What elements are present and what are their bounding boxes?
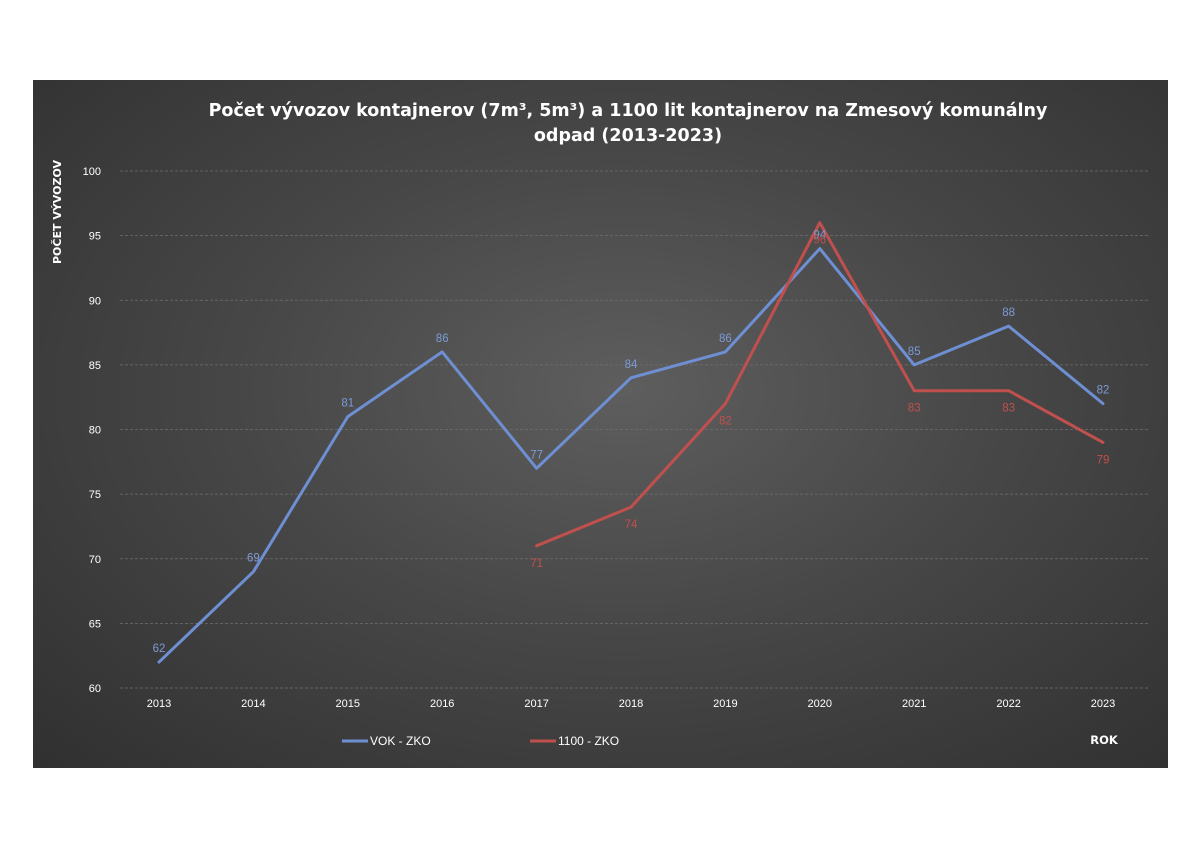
x-axis-ticks: 2013 2014 2015 2016 2017 2018 2019 2020 2021 2022…: [147, 698, 1115, 710]
y-tick-label: 75: [89, 489, 101, 501]
legend-label-1100: 1100 - ZKO: [558, 734, 619, 748]
y-tick-label: 100: [83, 166, 101, 178]
data-label: 79: [1097, 454, 1110, 466]
y-axis-ticks: 60 65 70 75 80 85 90 95 100: [83, 166, 101, 695]
data-label: 81: [341, 398, 354, 410]
data-label: 69: [247, 553, 260, 565]
series-line-1: [535, 221, 1105, 548]
chart-title-line-1: Počet vývozov kontajnerov (7m³, 5m³) a 1…: [209, 101, 1048, 121]
data-label: 62: [153, 643, 166, 655]
data-label: 71: [530, 558, 543, 570]
y-tick-label: 60: [89, 683, 101, 695]
gridlines: [120, 170, 1150, 689]
x-tick-label: 2017: [524, 698, 548, 710]
x-tick-label: 2013: [147, 698, 171, 710]
series-line-0: [157, 247, 1105, 664]
y-tick-label: 90: [89, 295, 101, 307]
data-label: 94: [813, 230, 826, 242]
y-tick-label: 80: [89, 425, 101, 437]
data-label: 82: [719, 416, 732, 428]
data-labels: 62 69 81 86 77 84 86 94 85 88 82 71 74 82 96 83 83 79: [153, 230, 1110, 656]
x-tick-label: 2020: [808, 698, 832, 710]
chart-panel: [33, 80, 1168, 768]
x-tick-label: 2023: [1091, 698, 1115, 710]
data-label: 84: [625, 359, 638, 371]
y-tick-label: 95: [89, 231, 101, 243]
data-label: 88: [1002, 307, 1015, 319]
x-tick-label: 2016: [430, 698, 454, 710]
data-label: 86: [719, 333, 732, 345]
data-label: 77: [530, 449, 543, 461]
series-lines: [157, 221, 1105, 664]
y-axis-title: POČET VÝVOZOV: [51, 160, 64, 265]
y-tick-label: 85: [89, 360, 101, 372]
data-label: 74: [625, 519, 638, 531]
data-label: 83: [908, 403, 921, 415]
x-tick-label: 2019: [713, 698, 737, 710]
x-axis-title: ROK: [1090, 733, 1119, 747]
data-label: 96: [813, 235, 826, 247]
x-tick-label: 2022: [996, 698, 1020, 710]
y-tick-label: 65: [89, 618, 101, 630]
legend-label-vok: VOK - ZKO: [370, 734, 431, 748]
data-label: 85: [908, 346, 921, 358]
data-label: 86: [436, 333, 449, 345]
chart-title-line-2: odpad (2013-2023): [534, 126, 722, 146]
data-label: 83: [1002, 403, 1015, 415]
x-tick-label: 2014: [241, 698, 265, 710]
data-label: 82: [1097, 385, 1110, 397]
legend: VOK - ZKO 1100 - ZKO: [342, 734, 619, 748]
x-tick-label: 2018: [619, 698, 643, 710]
x-tick-label: 2021: [902, 698, 926, 710]
y-tick-label: 70: [89, 554, 101, 566]
x-tick-label: 2015: [336, 698, 360, 710]
